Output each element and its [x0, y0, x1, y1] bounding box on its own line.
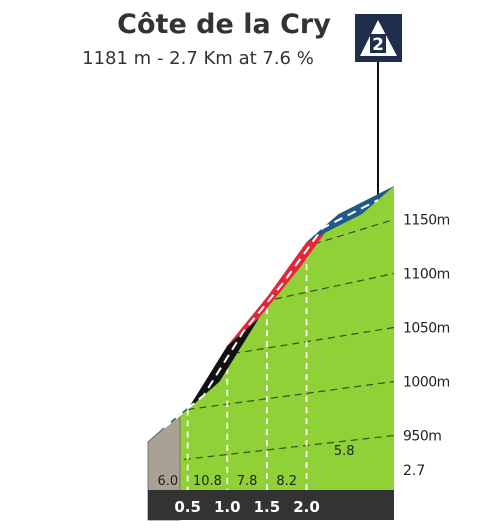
y-tick-label: 1050m — [403, 321, 450, 337]
segment-gradient-label: 5.8 — [334, 444, 355, 459]
climb-title: Côte de la Cry — [117, 9, 331, 40]
climb-subtitle: 1181 m - 2.7 Km at 7.6 % — [82, 48, 314, 69]
x-tick-label: 1.0 — [214, 498, 241, 516]
grid-line — [302, 218, 395, 249]
distance-band — [148, 490, 394, 520]
category-number: 2 — [372, 35, 384, 55]
grid-line — [221, 326, 395, 357]
y-tick-label: 950m — [403, 429, 441, 445]
grid-line — [147, 434, 395, 465]
profile-area — [180, 186, 394, 490]
grid-line — [187, 380, 395, 411]
segment-gradient-label: 8.2 — [276, 474, 297, 489]
road-centre-line — [163, 199, 379, 429]
y-tick-label: 1150m — [403, 213, 450, 229]
total-distance-label: 2.7 — [403, 463, 425, 479]
x-tick-label: 1.5 — [254, 498, 281, 516]
gradient-segment — [187, 317, 260, 410]
grid-line — [263, 272, 395, 303]
x-tick-label: 0.5 — [174, 498, 201, 516]
category-badge: 2 — [355, 14, 402, 62]
y-tick-label: 1000m — [403, 375, 450, 391]
category-number-box — [370, 34, 386, 53]
segment-gradient-label: 6.0 — [157, 474, 178, 489]
x-tick-label: 2.0 — [293, 498, 320, 516]
segment-gradient-label: 10.8 — [193, 474, 222, 489]
y-tick-label: 1100m — [403, 267, 450, 283]
segment-gradient-label: 7.8 — [237, 474, 258, 489]
